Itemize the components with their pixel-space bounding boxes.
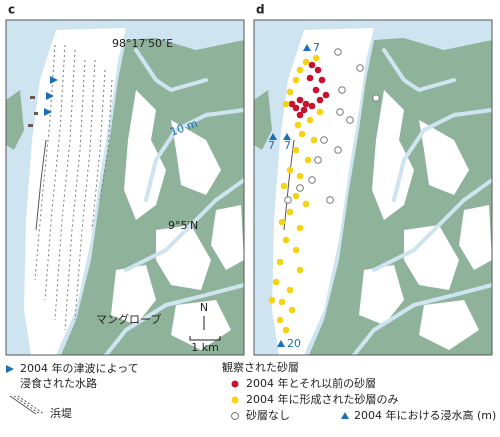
- sample-site: [294, 121, 302, 129]
- sample-site: [334, 146, 342, 154]
- sample-site: [272, 278, 280, 286]
- sample-site: [282, 236, 290, 244]
- sample-site: [314, 66, 322, 74]
- scale-label: 1 km: [191, 341, 219, 354]
- sample-site: [312, 86, 320, 94]
- panel-label: d: [256, 3, 265, 17]
- sample-site: [296, 66, 304, 74]
- sample-site: [318, 76, 326, 84]
- legend-symbol: [6, 365, 14, 373]
- sample-site: [288, 306, 296, 314]
- sample-site: [306, 116, 314, 124]
- map-d: [254, 20, 492, 355]
- legend-text: 浜堤: [50, 407, 72, 420]
- sample-site: [296, 184, 304, 192]
- sample-site: [276, 316, 284, 324]
- sample-site: [282, 100, 290, 108]
- sample-site: [302, 100, 310, 108]
- sample-site: [286, 88, 294, 96]
- sample-site: [310, 136, 318, 144]
- sample-site: [302, 58, 310, 66]
- sample-site: [292, 76, 300, 84]
- sample-site: [308, 61, 316, 69]
- latitude-label: 9°5′N: [168, 219, 198, 232]
- panel-frame: [5, 19, 245, 356]
- sample-site: [280, 182, 288, 190]
- sample-site: [286, 166, 294, 174]
- north-label: N: [200, 301, 208, 314]
- sample-site: [284, 196, 292, 204]
- legend-text: 2004 年の津波によって: [20, 361, 139, 375]
- scale-bar: [189, 336, 221, 341]
- sample-site: [296, 96, 304, 104]
- legend-text: 砂層なし: [246, 409, 290, 422]
- legend-text: 2004 年に形成された砂層のみ: [246, 392, 399, 406]
- longitude-label: 98°17′50″E: [112, 37, 173, 50]
- sample-site: [298, 130, 306, 138]
- panel-frame: [253, 19, 493, 356]
- sample-site: [292, 104, 300, 112]
- sample-site: [278, 218, 286, 226]
- sample-site: [276, 258, 284, 266]
- map-c: [6, 20, 244, 355]
- legend-symbol: [231, 380, 239, 388]
- legend-text: 浸食された水路: [20, 376, 97, 390]
- sample-site: [286, 286, 294, 294]
- sample-site: [288, 100, 296, 108]
- sample-site: [306, 74, 314, 82]
- sample-site: [308, 102, 316, 110]
- sample-site: [304, 156, 312, 164]
- sample-site: [314, 156, 322, 164]
- sample-site: [308, 176, 316, 184]
- legend-text: 2004 年とそれ以前の砂層: [246, 376, 376, 390]
- sample-site: [296, 111, 304, 119]
- sample-site: [286, 208, 294, 216]
- sample-site: [316, 96, 324, 104]
- legend-symbol: [341, 412, 349, 419]
- sample-site: [278, 298, 286, 306]
- sample-site: [338, 86, 346, 94]
- legend-symbol: [231, 412, 239, 420]
- mangrove-label: マングローブ: [96, 312, 161, 326]
- legend-text: 2004 年における浸水高 (m): [354, 408, 496, 422]
- sample-site: [292, 146, 300, 154]
- sample-site: [346, 116, 354, 124]
- sample-site: [316, 108, 324, 116]
- inundation-height: 7: [313, 41, 320, 54]
- sample-site: [326, 196, 334, 204]
- sample-site: [302, 200, 310, 208]
- sample-site: [268, 296, 276, 304]
- sample-site: [356, 64, 364, 72]
- sample-site: [322, 91, 330, 99]
- sample-site: [334, 48, 342, 56]
- inundation-height: 7: [284, 139, 291, 152]
- sample-site: [292, 246, 300, 254]
- legend-title: 観察された砂層: [222, 360, 299, 374]
- sample-site: [296, 224, 304, 232]
- inundation-height: 7: [268, 139, 275, 152]
- inundation-height: 20: [287, 337, 301, 350]
- sample-site: [296, 266, 304, 274]
- legend-symbol: [231, 396, 239, 404]
- sample-site: [312, 54, 320, 62]
- panel-label: c: [8, 3, 15, 17]
- sample-site: [336, 108, 344, 116]
- sample-site: [300, 106, 308, 114]
- legend-symbol: [9, 395, 45, 415]
- sample-site: [282, 326, 290, 334]
- sample-site: [320, 136, 328, 144]
- sample-site: [292, 192, 300, 200]
- sample-site: [296, 172, 304, 180]
- sample-site: [372, 94, 380, 102]
